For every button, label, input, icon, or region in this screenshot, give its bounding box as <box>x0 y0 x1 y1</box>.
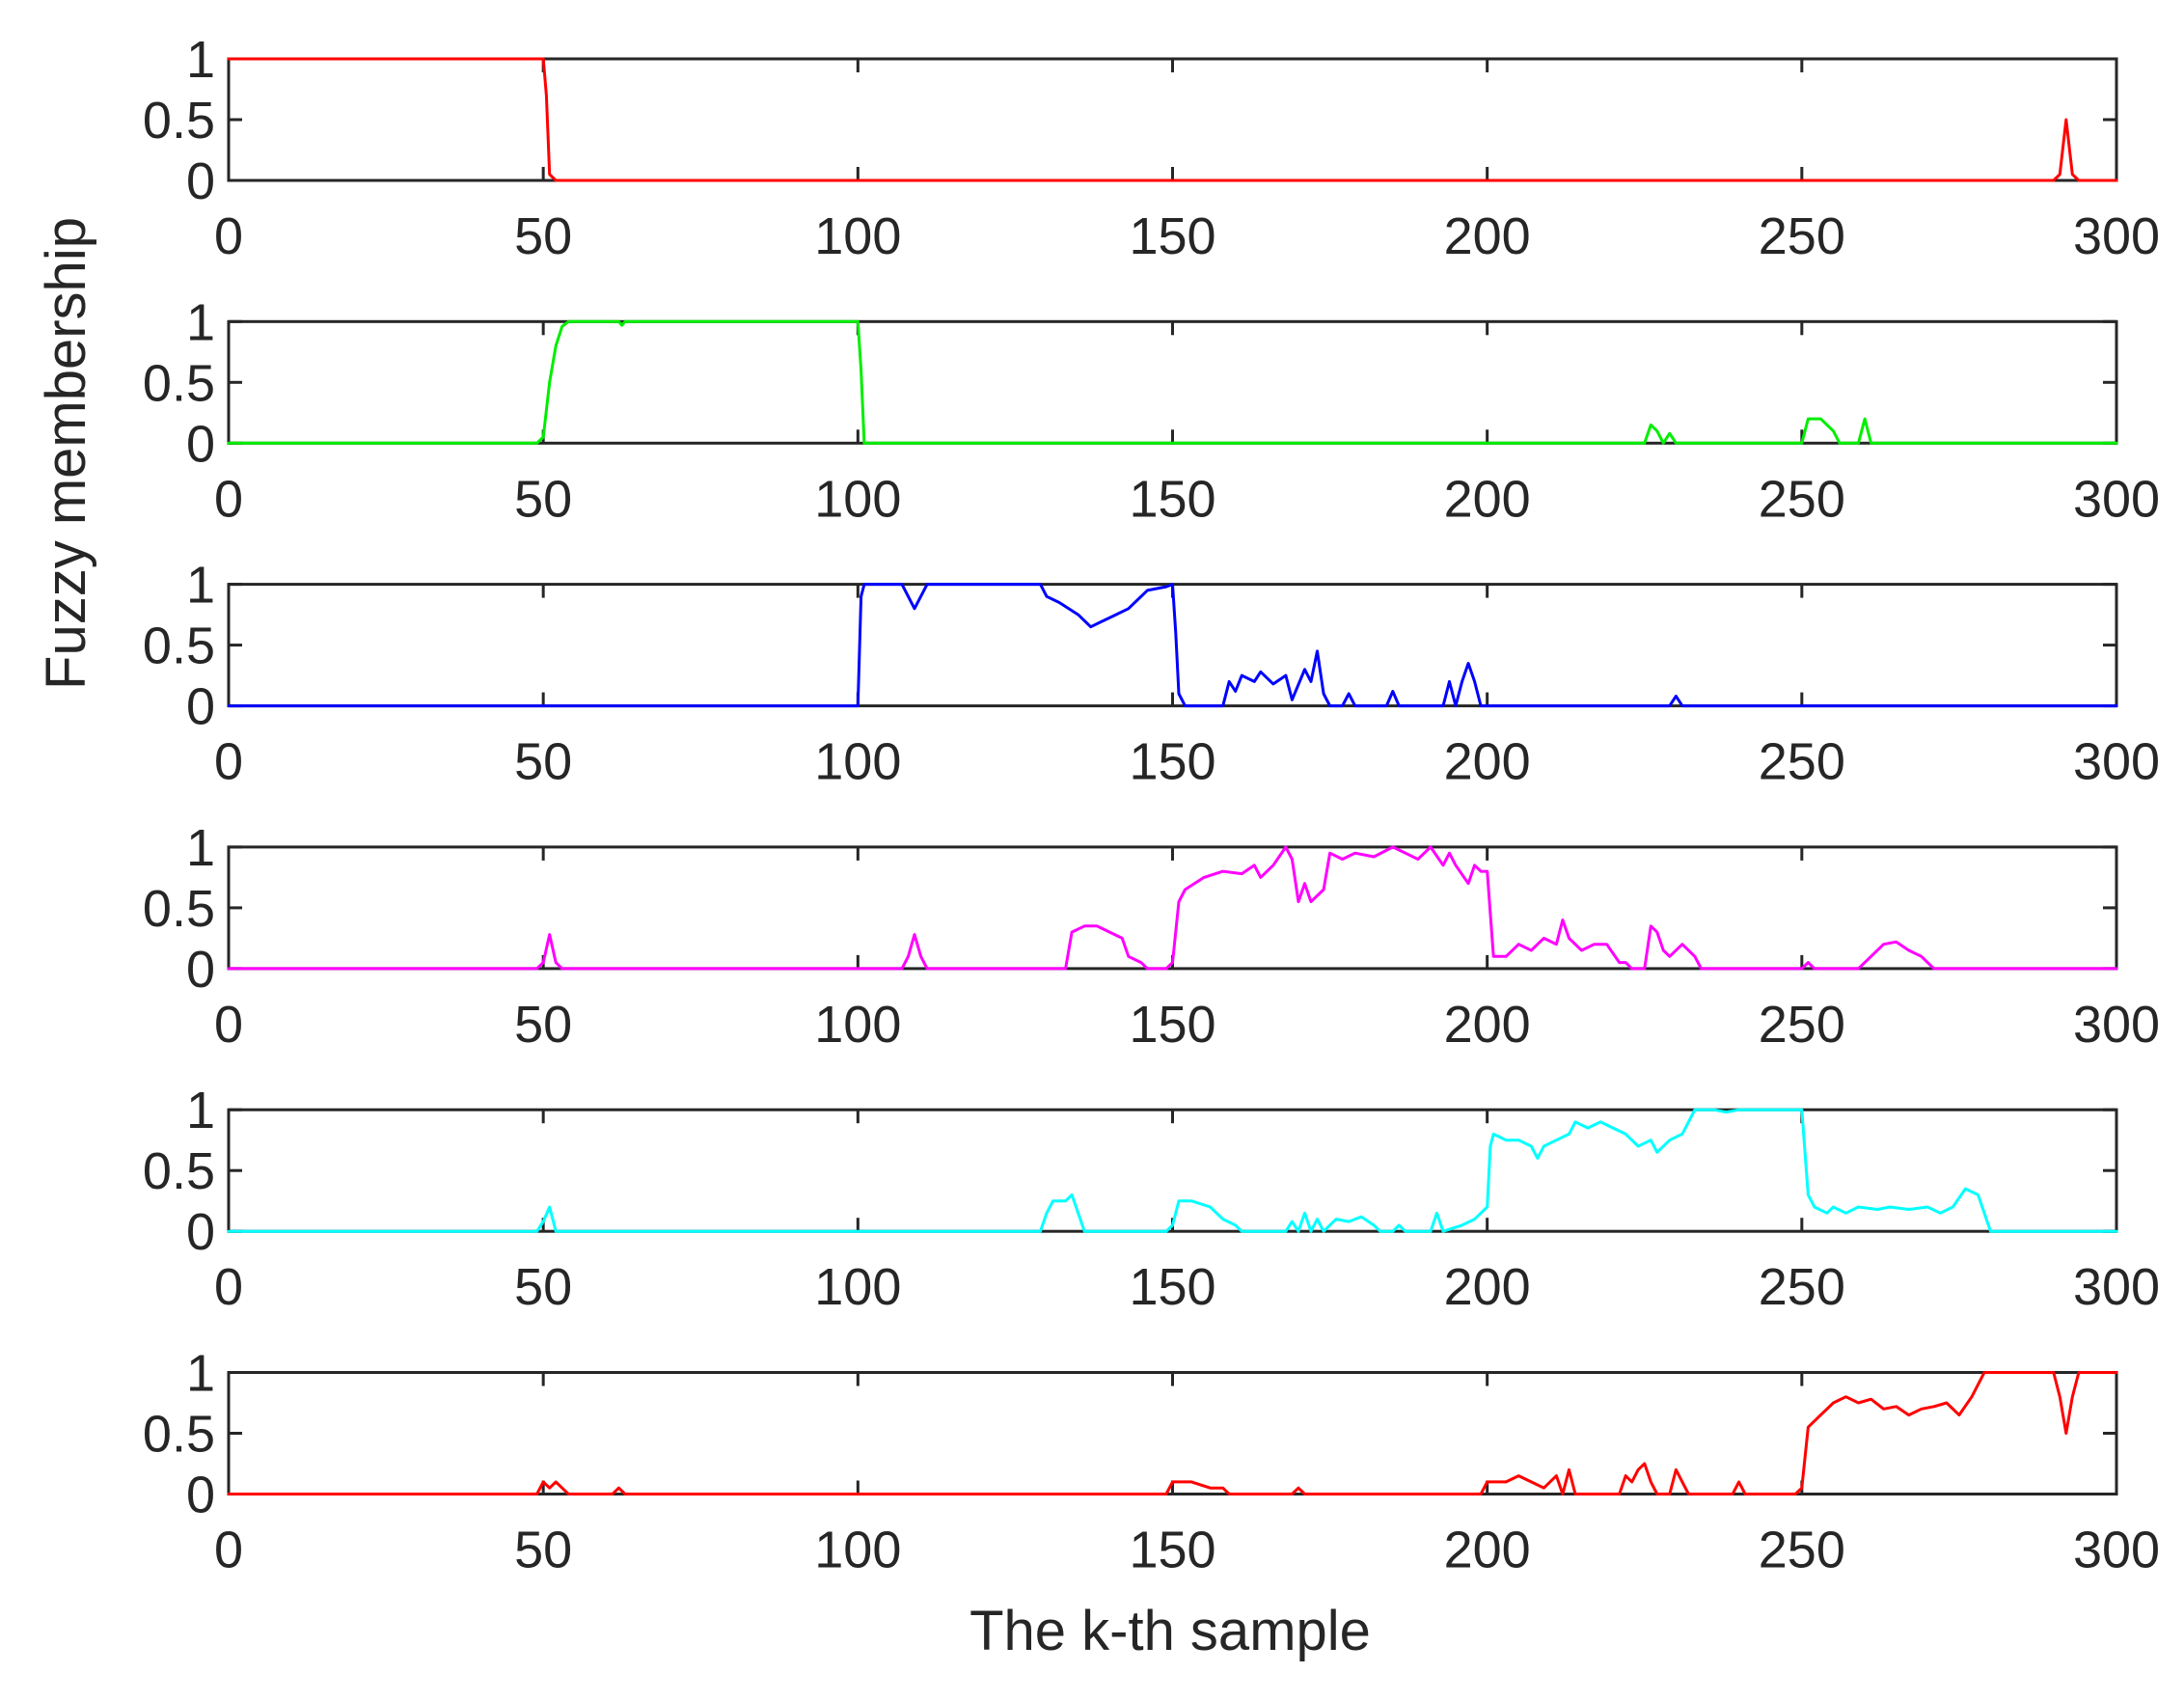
x-tick-label: 250 <box>1759 470 1845 528</box>
y-tick-label: 0.5 <box>143 92 215 150</box>
y-tick-label: 1 <box>186 819 215 877</box>
x-tick-label: 250 <box>1759 207 1845 265</box>
series-line-class-5 <box>227 1108 2118 1233</box>
series-line-class-3 <box>227 583 2118 708</box>
x-tick-label: 50 <box>514 207 572 265</box>
x-tick-label: 150 <box>1129 733 1215 791</box>
y-tick-label: 0 <box>186 1203 215 1261</box>
y-tick-label: 0.5 <box>143 1142 215 1200</box>
y-tick-label: 0 <box>186 1467 215 1524</box>
x-tick-label: 300 <box>2073 1258 2160 1316</box>
x-tick-label: 100 <box>814 207 901 265</box>
x-tick-label: 200 <box>1444 1522 1531 1579</box>
axes-frame <box>227 1108 2118 1233</box>
x-tick-label: 250 <box>1759 1522 1845 1579</box>
y-tick-label: 0 <box>186 152 215 210</box>
x-tick-label: 250 <box>1759 1258 1845 1316</box>
x-tick-label: 200 <box>1444 1258 1531 1316</box>
y-tick-label: 1 <box>186 1345 215 1403</box>
series-line-class-4 <box>227 845 2118 971</box>
y-axis-label: Fuzzy membership <box>35 217 97 690</box>
x-tick-label: 300 <box>2073 207 2160 265</box>
x-tick-label: 50 <box>514 470 572 528</box>
x-tick-label: 300 <box>2073 733 2160 791</box>
x-tick-label: 0 <box>214 996 243 1054</box>
axes-frame <box>227 319 2118 445</box>
series-line-class-1 <box>227 57 2118 182</box>
axes-frame <box>227 1371 2118 1495</box>
x-tick-label: 200 <box>1444 470 1531 528</box>
y-tick-label: 1 <box>186 293 215 351</box>
x-tick-label: 150 <box>1129 1258 1215 1316</box>
x-tick-label: 150 <box>1129 207 1215 265</box>
series-line-class-6 <box>227 1371 2118 1495</box>
x-axis-label: The k-th sample <box>969 1600 1371 1662</box>
y-tick-label: 0.5 <box>143 617 215 675</box>
x-tick-label: 100 <box>814 996 901 1054</box>
x-tick-label: 100 <box>814 470 901 528</box>
x-tick-label: 50 <box>514 733 572 791</box>
x-tick-label: 200 <box>1444 733 1531 791</box>
x-tick-label: 200 <box>1444 207 1531 265</box>
x-tick-label: 300 <box>2073 996 2160 1054</box>
series-line-class-2 <box>227 319 2118 445</box>
axes-frame <box>227 57 2118 182</box>
x-tick-label: 150 <box>1129 996 1215 1054</box>
x-tick-label: 0 <box>214 1258 243 1316</box>
y-tick-label: 0 <box>186 678 215 736</box>
x-tick-label: 300 <box>2073 1522 2160 1579</box>
y-tick-label: 0 <box>186 415 215 473</box>
x-tick-label: 300 <box>2073 470 2160 528</box>
x-tick-label: 100 <box>814 733 901 791</box>
x-tick-label: 50 <box>514 1258 572 1316</box>
x-tick-label: 0 <box>214 470 243 528</box>
x-tick-label: 50 <box>514 1522 572 1579</box>
y-tick-label: 0.5 <box>143 880 215 938</box>
x-tick-label: 200 <box>1444 996 1531 1054</box>
y-tick-label: 1 <box>186 31 215 89</box>
x-tick-label: 150 <box>1129 1522 1215 1579</box>
y-tick-label: 0.5 <box>143 1406 215 1464</box>
x-tick-label: 0 <box>214 207 243 265</box>
x-tick-label: 250 <box>1759 996 1845 1054</box>
y-tick-label: 0.5 <box>143 354 215 412</box>
x-tick-label: 100 <box>814 1522 901 1579</box>
x-tick-label: 250 <box>1759 733 1845 791</box>
y-tick-label: 1 <box>186 557 215 615</box>
x-tick-label: 150 <box>1129 470 1215 528</box>
x-tick-label: 50 <box>514 996 572 1054</box>
y-tick-label: 1 <box>186 1082 215 1139</box>
x-tick-label: 100 <box>814 1258 901 1316</box>
x-tick-label: 0 <box>214 1522 243 1579</box>
y-tick-label: 0 <box>186 941 215 999</box>
x-tick-label: 0 <box>214 733 243 791</box>
